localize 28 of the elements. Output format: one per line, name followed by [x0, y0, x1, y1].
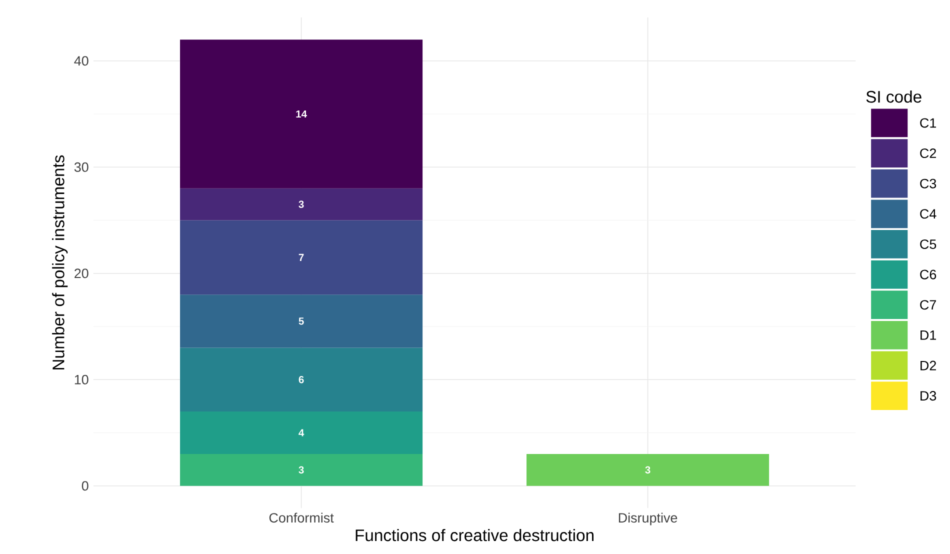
x-tick-label: Conformist	[269, 512, 334, 522]
legend-label: D2	[920, 360, 936, 370]
data-label: 4	[298, 429, 304, 436]
legend-label: C1	[920, 118, 936, 128]
legend-label: C4	[920, 208, 936, 218]
legend-label: C6	[920, 270, 936, 280]
legend-label: C3	[920, 178, 936, 188]
data-label: 6	[298, 376, 304, 384]
data-label: 3	[298, 200, 304, 208]
data-label: 14	[296, 110, 307, 118]
legend-label: C2	[920, 148, 936, 158]
data-label: 7	[298, 254, 304, 261]
legend-label: C7	[920, 300, 936, 310]
x-tick-label: Disruptive	[618, 512, 678, 526]
y-tick-label: 10	[74, 374, 88, 384]
legend-label: D3	[920, 390, 936, 400]
y-axis-title: Number of policy instruments	[52, 155, 68, 370]
legend-title: SI code	[866, 90, 922, 103]
y-tick-label: 0	[82, 480, 88, 490]
data-label: 3	[645, 466, 650, 474]
y-tick-label: 40	[74, 56, 88, 66]
legend-label: C5	[920, 239, 936, 249]
y-tick-label: 30	[74, 162, 88, 172]
legend-label: D1	[920, 330, 936, 340]
data-label: 5	[298, 317, 304, 325]
y-tick-label: 20	[74, 268, 88, 278]
x-axis-title: Functions of creative destruction	[356, 528, 594, 542]
data-label: 3	[298, 466, 304, 474]
